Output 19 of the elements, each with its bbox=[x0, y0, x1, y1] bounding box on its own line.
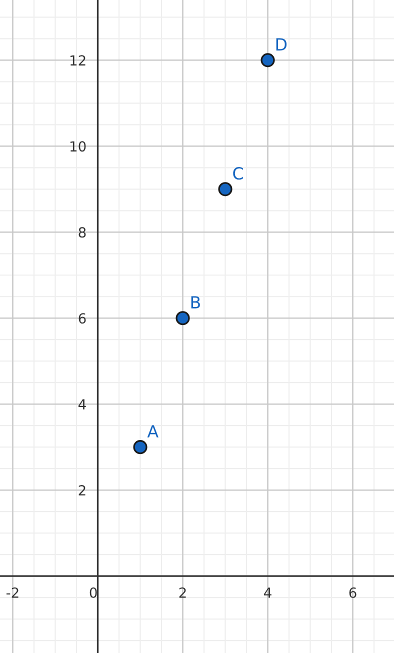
y-tick-label: 8 bbox=[78, 227, 86, 238]
y-tick-label: 10 bbox=[70, 141, 86, 152]
annotation: A bbox=[147, 425, 158, 438]
x-tick-label: -2 bbox=[6, 587, 18, 598]
point bbox=[176, 311, 190, 326]
annotation: C bbox=[233, 167, 243, 180]
x-tick-label: 0 bbox=[90, 587, 97, 598]
y-tick-label: 6 bbox=[78, 313, 86, 324]
x-tick-label: 2 bbox=[179, 587, 186, 598]
y-tick-label: 12 bbox=[70, 55, 86, 66]
x-tick-label: 6 bbox=[349, 587, 356, 598]
point bbox=[218, 182, 232, 196]
point bbox=[133, 440, 148, 454]
annotation: B bbox=[191, 296, 200, 308]
y-tick-label: 2 bbox=[78, 485, 86, 496]
annotation: D bbox=[276, 38, 287, 50]
x-tick-label: 4 bbox=[264, 588, 272, 598]
point bbox=[260, 53, 275, 68]
y-tick-label: 4 bbox=[78, 399, 86, 410]
